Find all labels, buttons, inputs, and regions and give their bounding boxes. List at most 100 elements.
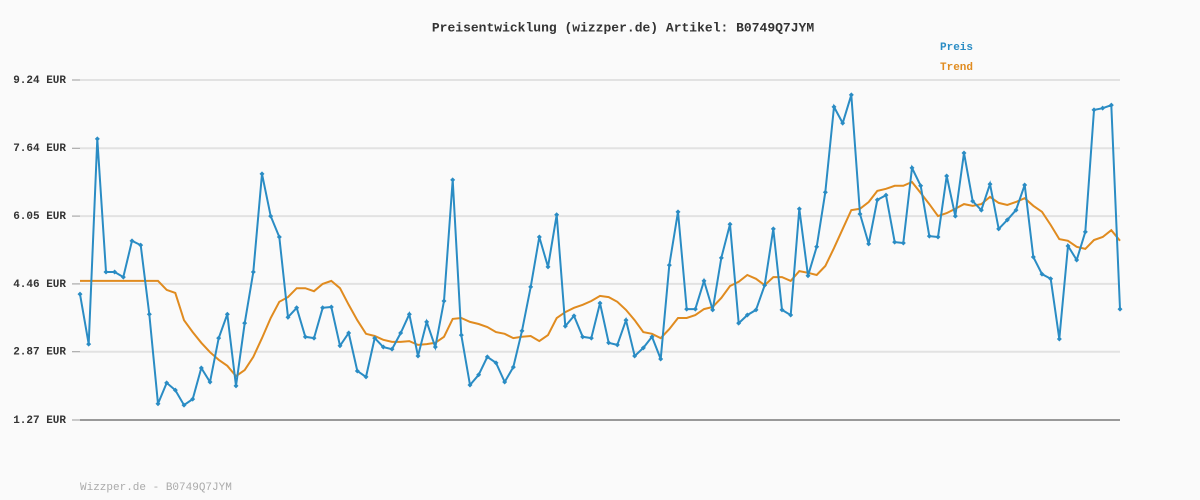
point-marker xyxy=(86,341,92,347)
point-marker xyxy=(857,211,863,217)
point-marker xyxy=(1013,207,1019,213)
point-marker xyxy=(372,335,378,341)
point-marker xyxy=(606,340,612,346)
point-marker xyxy=(658,356,664,362)
point-marker xyxy=(467,382,473,388)
point-marker xyxy=(484,354,490,360)
point-marker xyxy=(458,332,464,338)
point-marker xyxy=(571,313,577,319)
point-marker xyxy=(328,304,334,310)
point-marker xyxy=(1117,306,1123,312)
point-marker xyxy=(112,269,118,275)
point-marker xyxy=(961,150,967,156)
point-marker xyxy=(146,311,152,317)
point-marker xyxy=(987,181,993,187)
point-marker xyxy=(302,334,308,340)
point-marker xyxy=(311,335,317,341)
point-marker xyxy=(1030,254,1036,260)
point-marker xyxy=(952,213,958,219)
point-marker xyxy=(1082,229,1088,235)
point-marker xyxy=(701,278,707,284)
footer: Wizzper.de - B0749Q7JYM xyxy=(80,482,232,494)
point-marker xyxy=(155,401,161,407)
point-marker xyxy=(510,364,516,370)
point-marker xyxy=(1108,102,1114,108)
point-marker xyxy=(415,353,421,359)
point-marker xyxy=(623,317,629,323)
point-marker xyxy=(1004,217,1010,223)
point-marker xyxy=(129,238,135,244)
point-marker xyxy=(978,207,984,213)
series-line xyxy=(80,180,1121,378)
point-marker xyxy=(649,334,655,340)
point-marker xyxy=(268,213,274,219)
point-marker xyxy=(242,320,248,326)
point-marker xyxy=(198,365,204,371)
point-marker xyxy=(996,226,1002,232)
point-marker xyxy=(94,136,100,142)
point-marker xyxy=(588,335,594,341)
point-marker xyxy=(389,346,395,352)
point-marker xyxy=(1091,107,1097,113)
point-marker xyxy=(640,345,646,351)
point-marker xyxy=(710,307,716,313)
point-marker xyxy=(770,226,776,232)
point-marker xyxy=(1100,105,1106,111)
point-marker xyxy=(294,305,300,311)
point-marker xyxy=(831,104,837,110)
point-marker xyxy=(666,262,672,268)
point-marker xyxy=(1074,257,1080,263)
point-marker xyxy=(736,320,742,326)
point-marker xyxy=(675,209,681,215)
point-marker xyxy=(259,171,265,177)
point-marker xyxy=(250,269,256,275)
point-marker xyxy=(346,330,352,336)
point-marker xyxy=(120,274,126,280)
y-tick-label: 7.64 EUR xyxy=(13,143,66,155)
point-marker xyxy=(562,323,568,329)
point-marker xyxy=(432,344,438,350)
point-marker xyxy=(822,189,828,195)
point-marker xyxy=(337,343,343,349)
point-marker xyxy=(276,234,282,240)
point-marker xyxy=(796,206,802,212)
point-marker xyxy=(684,306,690,312)
point-marker xyxy=(545,264,551,270)
point-marker xyxy=(874,197,880,203)
point-marker xyxy=(944,173,950,179)
point-marker xyxy=(164,380,170,386)
point-marker xyxy=(1065,243,1071,249)
point-marker xyxy=(614,342,620,348)
point-marker xyxy=(892,239,898,245)
point-marker xyxy=(424,319,430,325)
point-marker xyxy=(848,92,854,98)
point-marker xyxy=(285,314,291,320)
point-marker xyxy=(233,383,239,389)
point-marker xyxy=(909,165,915,171)
y-tick-label: 6.05 EUR xyxy=(13,211,66,223)
point-marker xyxy=(580,334,586,340)
point-marker xyxy=(883,192,889,198)
legend-label: Trend xyxy=(940,62,973,74)
point-marker xyxy=(103,269,109,275)
point-marker xyxy=(900,240,906,246)
point-marker xyxy=(788,312,794,318)
point-marker xyxy=(528,284,534,290)
y-tick-label: 9.24 EUR xyxy=(13,75,66,87)
point-marker xyxy=(354,368,360,374)
point-marker xyxy=(805,273,811,279)
point-marker xyxy=(363,374,369,380)
point-marker xyxy=(632,353,638,359)
point-marker xyxy=(1022,182,1028,188)
y-tick-label: 2.87 EUR xyxy=(13,347,66,359)
point-marker xyxy=(172,387,178,393)
point-marker xyxy=(224,311,230,317)
y-tick-label: 1.27 EUR xyxy=(13,415,66,427)
point-marker xyxy=(1039,271,1045,277)
point-marker xyxy=(935,234,941,240)
point-marker xyxy=(536,234,542,240)
point-marker xyxy=(840,120,846,126)
point-marker xyxy=(779,307,785,313)
point-marker xyxy=(597,300,603,306)
